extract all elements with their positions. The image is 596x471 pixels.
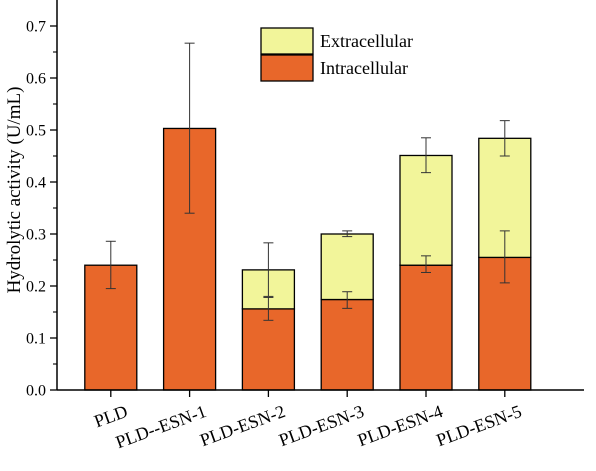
error-bar-intracellular-2 xyxy=(184,42,195,214)
error-bar-extracellular-5 xyxy=(421,137,431,174)
y-axis-title: Hydrolytic activity (U/mL) xyxy=(4,87,25,294)
y-tick-label: 0.5 xyxy=(26,123,46,140)
error-bar-intracellular-3 xyxy=(263,296,274,321)
error-bar-intracellular-5 xyxy=(421,255,431,273)
bar-extracellular-5 xyxy=(399,154,453,266)
y-tick-label: 0.4 xyxy=(26,175,46,192)
legend-swatch-extracellular xyxy=(260,27,314,55)
y-tick-label: 0.1 xyxy=(26,331,46,348)
error-bars-layer xyxy=(105,42,510,321)
bars-layer xyxy=(84,127,532,391)
x-category-label: PLD--ESN-1 xyxy=(113,401,209,452)
bar-intracellular-5 xyxy=(399,264,453,391)
x-category-label: PLD-ESN-4 xyxy=(355,401,445,450)
error-bar-extracellular-4 xyxy=(342,230,353,238)
bar-intracellular-3 xyxy=(241,308,296,391)
error-bar-extracellular-6 xyxy=(499,120,510,157)
legend-label-intracellular: Intracellular xyxy=(320,58,408,78)
error-bar-intracellular-6 xyxy=(499,230,510,284)
x-category-label: PLD-ESN-5 xyxy=(434,401,524,450)
x-category-label: PLD xyxy=(91,401,130,431)
y-tick-label: 0.7 xyxy=(26,19,46,36)
error-bar-intracellular-4 xyxy=(342,291,353,309)
y-tick-label: 0.2 xyxy=(26,279,46,296)
legend-swatch-intracellular xyxy=(260,54,314,82)
error-bar-intracellular-1 xyxy=(105,240,116,290)
x-category-label: PLD-ESN-2 xyxy=(197,401,287,450)
y-tick-label: 0.6 xyxy=(26,71,46,88)
error-bar-extracellular-3 xyxy=(263,242,274,297)
legend: Extracellular Intracellular xyxy=(260,27,413,82)
bar-intracellular-4 xyxy=(320,298,374,391)
y-tick-label: 0.0 xyxy=(26,383,46,400)
x-category-label: PLD-ESN-3 xyxy=(276,401,366,450)
y-tick-label: 0.3 xyxy=(26,227,46,244)
bar-extracellular-4 xyxy=(320,233,374,301)
legend-label-extracellular: Extracellular xyxy=(320,31,413,51)
